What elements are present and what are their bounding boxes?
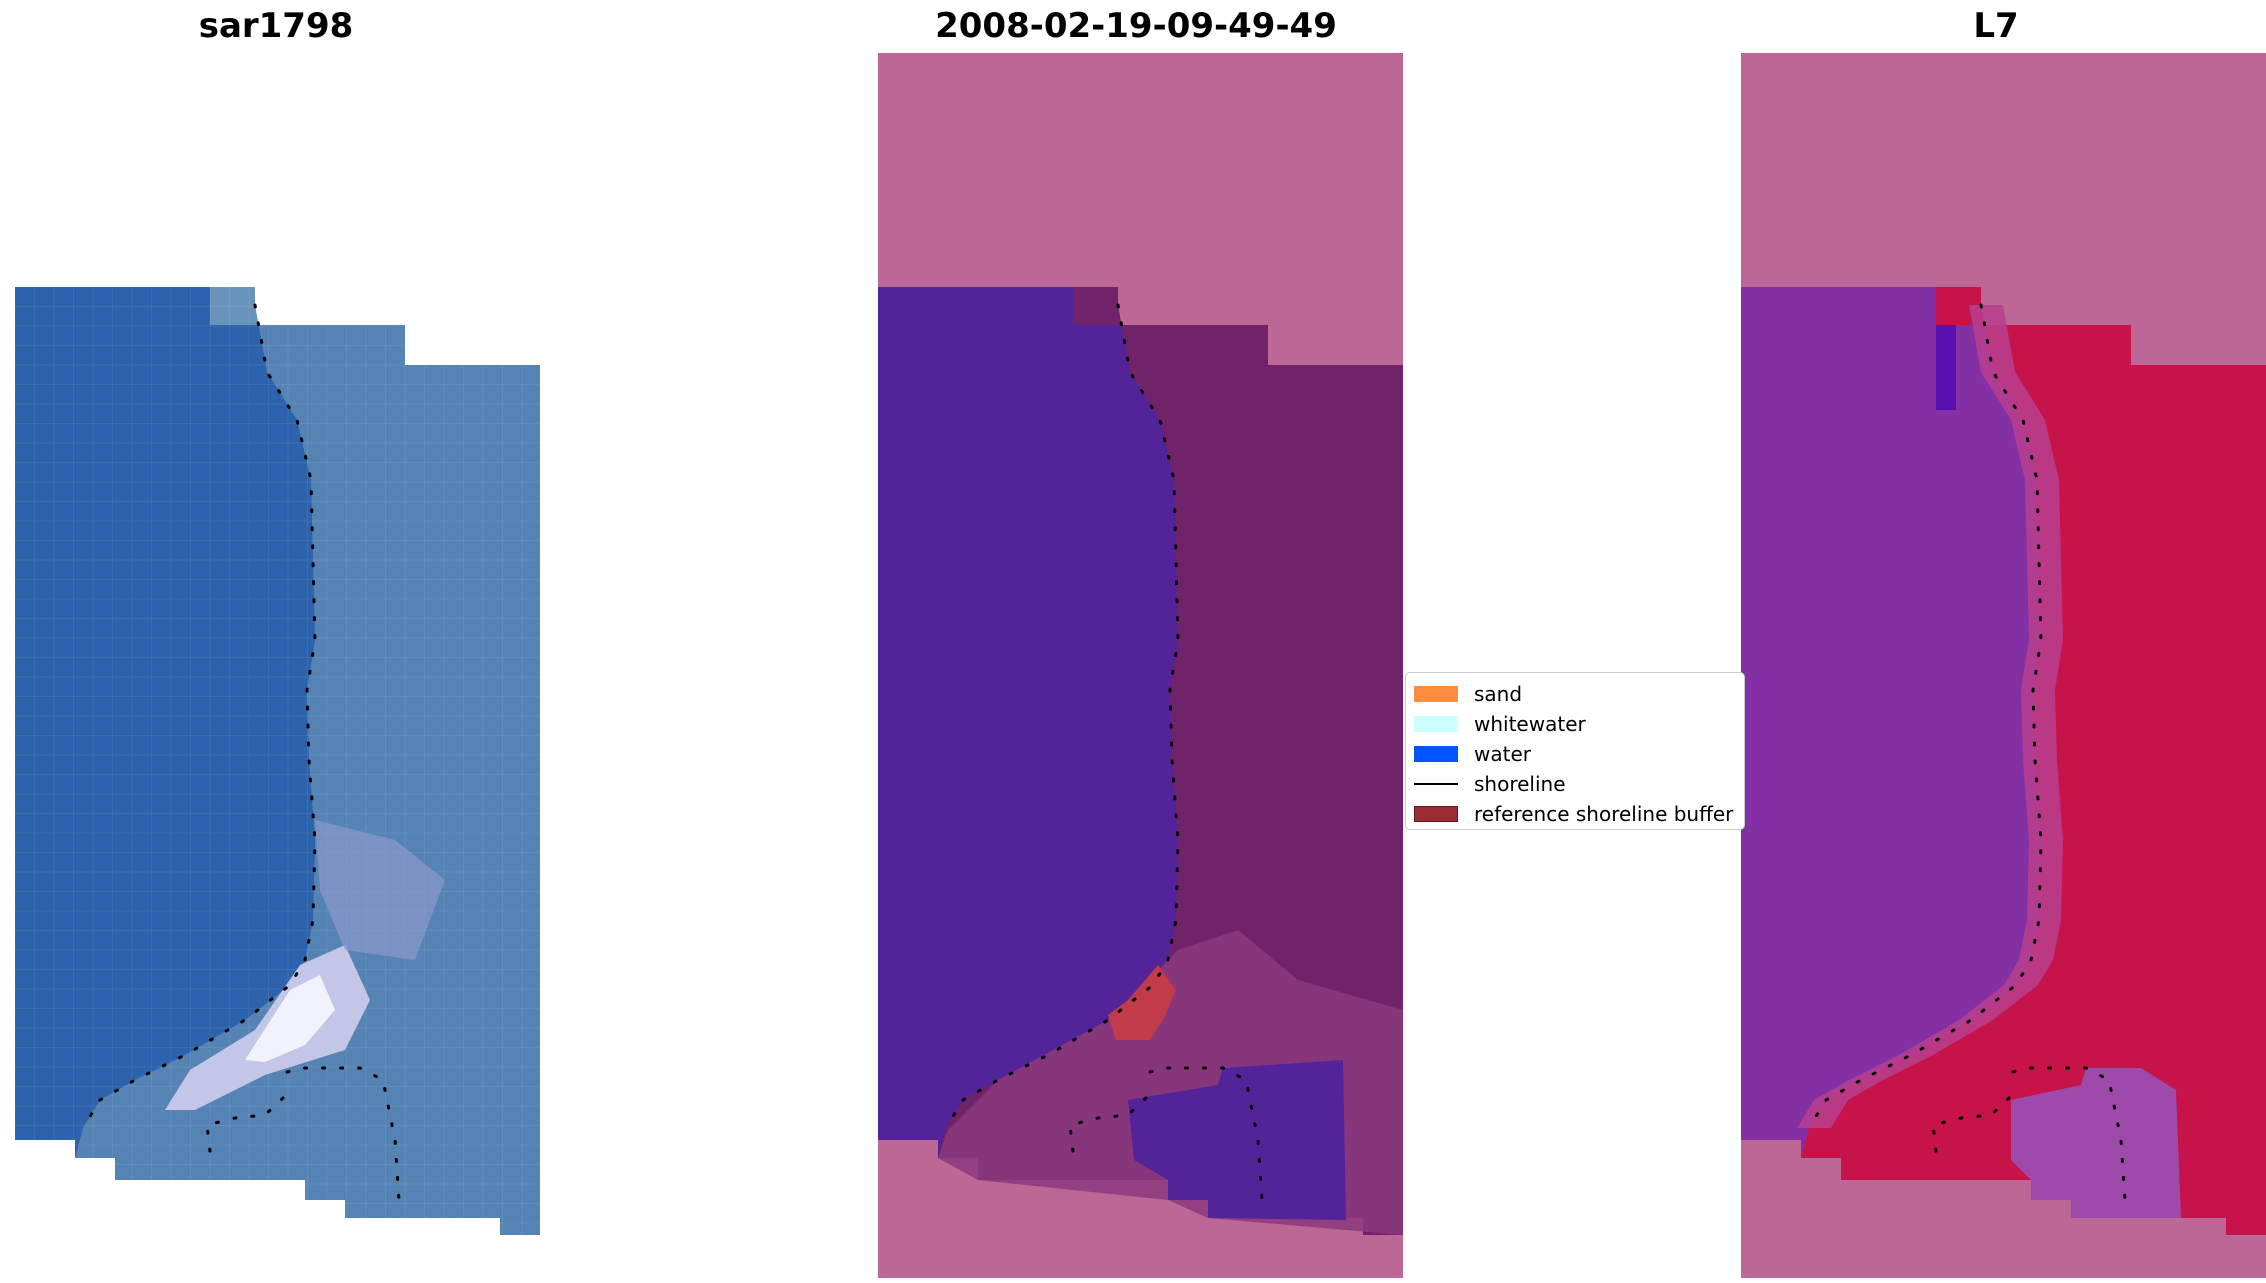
legend-label: whitewater — [1474, 712, 1586, 736]
whitewater-swatch — [1414, 716, 1458, 732]
land-index-region — [1801, 287, 2266, 1235]
water-inlet-region — [1128, 1060, 1346, 1220]
shoreline — [1068, 1096, 1148, 1162]
legend-label: sand — [1474, 682, 1523, 706]
inlet-index-region — [2011, 1068, 2181, 1218]
shoreline — [205, 1096, 285, 1162]
water-swatch — [1414, 746, 1458, 762]
legend-entry-shoreline: shoreline — [1414, 771, 1566, 797]
sand-swatch — [1414, 686, 1458, 702]
bright-land-patch — [315, 820, 445, 960]
shoreline-line-swatch — [1414, 783, 1458, 785]
legend-entry-sand: sand — [1414, 681, 1522, 707]
legend-entry-whitewater: whitewater — [1414, 711, 1586, 737]
whitewater-patch — [245, 975, 335, 1062]
land-region — [75, 287, 540, 1235]
legend: sand whitewater water shoreline referenc… — [1405, 672, 1745, 830]
buffer-swatch — [1414, 806, 1458, 822]
sand-region — [1108, 965, 1176, 1040]
legend-entry-water: water — [1414, 741, 1531, 767]
shoreline — [1931, 1096, 2011, 1162]
pixel-grid — [14, 286, 540, 1235]
panel-title-classification: 2008-02-19-09-49-49 — [935, 6, 1337, 46]
dark-water-patch — [1936, 325, 1956, 410]
legend-label: reference shoreline buffer — [1474, 802, 1734, 826]
legend-label: shoreline — [1474, 772, 1566, 796]
panel-title-index: L7 — [1973, 6, 2019, 46]
legend-entry-buffer: reference shoreline buffer — [1414, 801, 1733, 827]
legend-label: water — [1474, 742, 1531, 766]
panel-title-rgb: sar1798 — [198, 6, 354, 46]
